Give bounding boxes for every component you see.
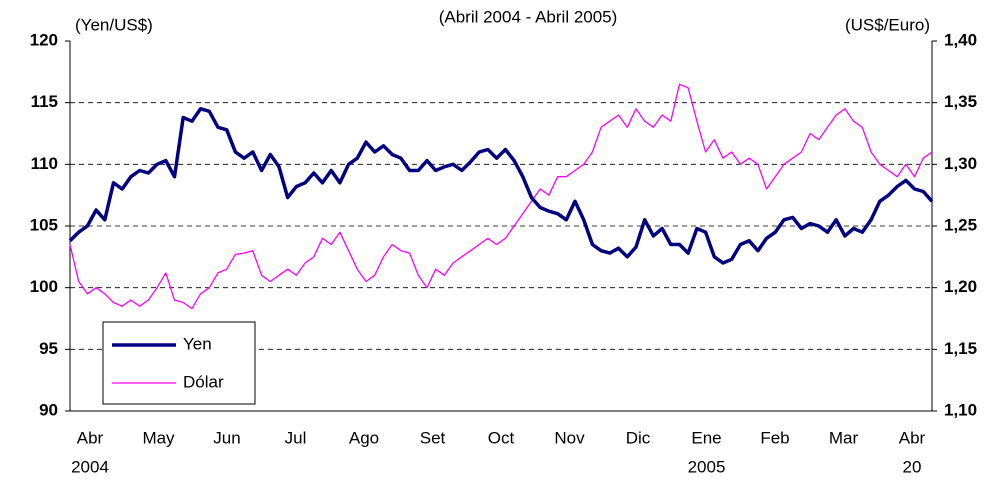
series-line <box>68 107 934 265</box>
x-tick-label: May <box>142 428 175 447</box>
y-tick-label: 100 <box>30 277 58 296</box>
x-tick-label: Mar <box>829 428 859 447</box>
x-tick-label: Ago <box>349 428 379 447</box>
y-tick-label: 95 <box>39 339 58 358</box>
y2-tick-label: 1,10 <box>944 400 977 419</box>
y2-tick-label: 1,20 <box>944 277 977 296</box>
y2-tick-label: 1,25 <box>944 215 977 234</box>
y2-tick-label: 1,30 <box>944 154 977 173</box>
series-line <box>69 83 933 310</box>
y2-tick-label: 1,40 <box>944 30 977 49</box>
x-tick-label: Set <box>420 428 446 447</box>
x-tick-year: 2005 <box>688 457 726 476</box>
x-tick-label: Nov <box>554 428 585 447</box>
y-tick-label: 110 <box>31 154 58 173</box>
x-tick-label: Jun <box>213 428 240 447</box>
x-tick-label: Ene <box>691 428 721 447</box>
x-tick-label: Jul <box>285 428 307 447</box>
y-tick-label: 120 <box>30 30 58 49</box>
x-tick-label: Abr <box>899 428 926 447</box>
y2-axis-label: (US$/Euro) <box>845 15 930 34</box>
x-tick-label: Oct <box>488 428 515 447</box>
y2-tick-label: 1,15 <box>944 339 977 358</box>
x-tick-year: 20 <box>903 457 922 476</box>
y-tick-label: 105 <box>30 215 58 234</box>
x-tick-label: Abr <box>77 428 104 447</box>
chart-title: (Abril 2004 - Abril 2005) <box>439 7 618 26</box>
x-tick-year: 2004 <box>71 457 109 476</box>
y-tick-label: 115 <box>31 92 58 111</box>
legend-box <box>102 321 256 405</box>
x-tick-label: Feb <box>760 428 789 447</box>
x-tick-label: Dic <box>626 428 651 447</box>
y-tick-label: 90 <box>39 400 58 419</box>
legend-label: Yen <box>183 334 212 353</box>
y-axis-label: (Yen/US$) <box>75 15 153 34</box>
legend-label: Dólar <box>183 372 224 391</box>
y2-tick-label: 1,35 <box>944 92 977 111</box>
